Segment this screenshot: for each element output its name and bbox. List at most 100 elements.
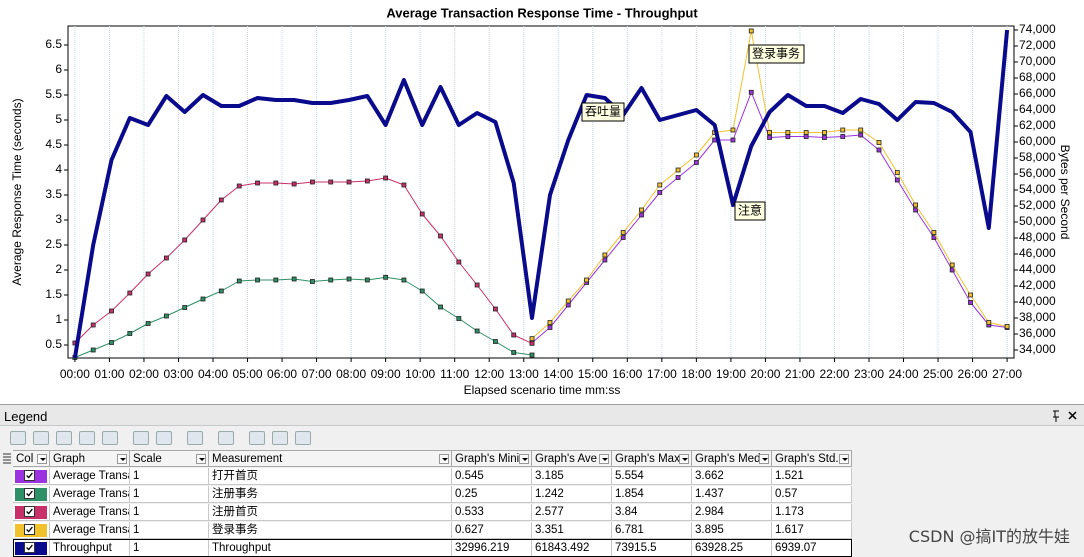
data-point bbox=[767, 130, 772, 135]
x-tick-label: 09:00 bbox=[371, 367, 401, 381]
legend-panel: Legend Col Graph Scale Measurement Graph's M… bbox=[0, 404, 1084, 557]
data-point bbox=[822, 130, 827, 135]
data-point bbox=[693, 160, 699, 165]
x-tick-label: 02:00 bbox=[129, 367, 159, 381]
close-icon[interactable] bbox=[1068, 411, 1077, 420]
data-point bbox=[913, 202, 919, 208]
toolbar-button[interactable] bbox=[218, 431, 234, 445]
x-tick-label: 22:00 bbox=[819, 367, 849, 381]
x-tick-label: 01:00 bbox=[94, 367, 124, 381]
visibility-checkbox[interactable] bbox=[24, 524, 35, 535]
y-tick-label: 2 bbox=[55, 262, 62, 276]
visibility-checkbox[interactable] bbox=[24, 488, 35, 499]
table-cell: Average Transa bbox=[50, 522, 130, 539]
y2-tick-label: 48,000 bbox=[1019, 230, 1056, 244]
y2-tick-label: 70,000 bbox=[1019, 54, 1056, 68]
y2-tick-label: 54,000 bbox=[1019, 182, 1056, 196]
visibility-checkbox[interactable] bbox=[24, 470, 35, 481]
y2-tick-label: 40,000 bbox=[1019, 294, 1056, 308]
data-point bbox=[949, 267, 955, 273]
column-header[interactable]: Graph's Std. bbox=[772, 450, 852, 467]
column-header[interactable]: Scale bbox=[130, 450, 209, 467]
data-point bbox=[968, 300, 973, 305]
table-cell: 2.577 bbox=[532, 504, 612, 521]
data-point bbox=[565, 298, 571, 304]
toolbar-button[interactable] bbox=[79, 431, 95, 445]
data-point bbox=[1004, 324, 1010, 329]
table-cell: Average Transa bbox=[50, 504, 130, 521]
toolbar-button[interactable] bbox=[272, 431, 288, 445]
toolbar-button[interactable] bbox=[156, 431, 172, 445]
data-point bbox=[145, 271, 151, 277]
table-cell: 1.617 bbox=[772, 522, 852, 539]
panel-controls[interactable] bbox=[1050, 409, 1080, 423]
table-cell: 6.781 bbox=[612, 522, 692, 539]
filter-button[interactable] bbox=[599, 454, 609, 464]
toolbar-button[interactable] bbox=[295, 431, 311, 445]
y-tick-label: 0.5 bbox=[45, 337, 62, 351]
data-point bbox=[328, 179, 334, 185]
table-cell: 1.854 bbox=[612, 486, 692, 503]
column-header[interactable]: Graph's Med bbox=[692, 450, 772, 467]
data-point bbox=[894, 170, 900, 175]
data-point bbox=[803, 130, 809, 135]
data-point bbox=[639, 212, 644, 218]
table-cell: Average Transa bbox=[50, 468, 130, 485]
data-point bbox=[620, 230, 626, 235]
visibility-checkbox[interactable] bbox=[24, 542, 35, 553]
filter-button[interactable] bbox=[439, 454, 449, 464]
x-tick-label: 19:00 bbox=[716, 367, 746, 381]
table-cell: Throughput bbox=[50, 540, 130, 557]
filter-button[interactable] bbox=[117, 454, 127, 464]
toolbar-button[interactable] bbox=[187, 431, 203, 445]
filter-button[interactable] bbox=[839, 454, 849, 464]
table-cell: 1 bbox=[130, 522, 209, 539]
annotation-text: 登录事务 bbox=[752, 46, 800, 61]
toolbar-button[interactable] bbox=[10, 431, 26, 445]
annotation-box bbox=[748, 44, 805, 64]
x-tick-label: 13:00 bbox=[509, 367, 539, 381]
data-point bbox=[200, 296, 206, 302]
data-point bbox=[968, 292, 973, 298]
data-point bbox=[364, 277, 370, 283]
y2-tick-label: 58,000 bbox=[1019, 150, 1056, 164]
table-cell: 打开首页 bbox=[209, 468, 452, 485]
toolbar-button[interactable] bbox=[56, 431, 72, 445]
color-cell bbox=[13, 468, 50, 485]
column-header[interactable]: Measurement bbox=[209, 450, 452, 467]
data-point bbox=[639, 207, 644, 213]
x-tick-label: 27:00 bbox=[992, 367, 1022, 381]
visibility-checkbox[interactable] bbox=[24, 506, 35, 517]
filter-button[interactable] bbox=[519, 454, 529, 464]
toolbar-button[interactable] bbox=[33, 431, 49, 445]
filter-button[interactable] bbox=[196, 454, 206, 464]
table-cell: 0.545 bbox=[452, 468, 532, 485]
column-header[interactable]: Col bbox=[13, 450, 50, 467]
pin-icon[interactable] bbox=[1053, 410, 1059, 422]
x-tick-label: 06:00 bbox=[267, 367, 297, 381]
data-point bbox=[328, 277, 334, 283]
annotation: 注意 bbox=[734, 201, 766, 221]
x-tick-label: 15:00 bbox=[578, 367, 608, 381]
filter-button[interactable] bbox=[679, 454, 689, 464]
column-header[interactable]: Graph's Max bbox=[612, 450, 692, 467]
data-point bbox=[529, 352, 535, 358]
filter-button[interactable] bbox=[37, 454, 47, 464]
column-header[interactable]: Graph bbox=[50, 450, 130, 467]
x-tick-label: 05:00 bbox=[233, 367, 263, 381]
toolbar-button[interactable] bbox=[102, 431, 118, 445]
data-point bbox=[986, 320, 992, 325]
y-tick-label: 3 bbox=[55, 212, 62, 226]
y2-tick-label: 74,000 bbox=[1019, 22, 1056, 36]
data-point bbox=[730, 137, 736, 143]
row-menu-icon[interactable] bbox=[2, 450, 12, 466]
data-point bbox=[200, 217, 206, 223]
column-header[interactable]: Graph's Ave bbox=[532, 450, 612, 467]
toolbar-button[interactable] bbox=[249, 431, 265, 445]
data-point bbox=[602, 257, 608, 263]
filter-button[interactable] bbox=[759, 454, 769, 464]
column-header[interactable]: Graph's Mini bbox=[452, 450, 532, 467]
check-mark bbox=[26, 544, 33, 551]
column-header-text: Graph's Max bbox=[615, 453, 680, 465]
toolbar-button[interactable] bbox=[133, 431, 149, 445]
